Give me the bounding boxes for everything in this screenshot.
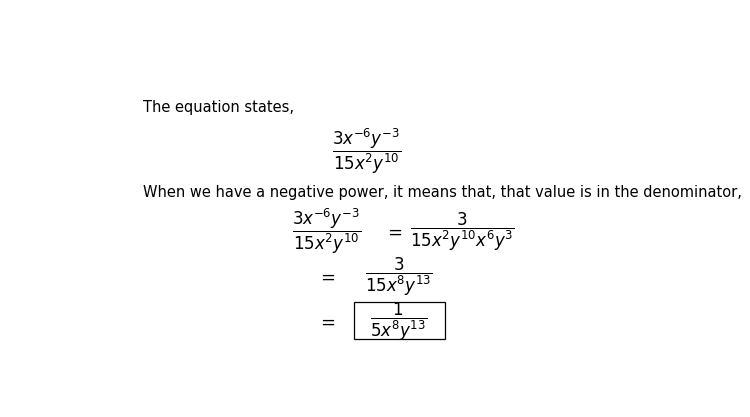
Text: $=$: $=$ — [384, 222, 403, 241]
Text: $\dfrac{3x^{-6}y^{-3}}{15x^{2}y^{10}}$: $\dfrac{3x^{-6}y^{-3}}{15x^{2}y^{10}}$ — [292, 207, 361, 256]
Text: $\dfrac{3x^{-6}y^{-3}}{15x^{2}y^{10}}$: $\dfrac{3x^{-6}y^{-3}}{15x^{2}y^{10}}$ — [332, 126, 401, 176]
Text: $\dfrac{3}{15x^{2}y^{10}x^{6}y^{3}}$: $\dfrac{3}{15x^{2}y^{10}x^{6}y^{3}}$ — [410, 210, 515, 253]
Text: The equation states,: The equation states, — [143, 100, 294, 116]
Text: $\dfrac{3}{15x^{8}y^{13}}$: $\dfrac{3}{15x^{8}y^{13}}$ — [365, 255, 433, 298]
Text: $=$: $=$ — [317, 267, 335, 285]
Text: $\dfrac{1}{5x^{8}y^{13}}$: $\dfrac{1}{5x^{8}y^{13}}$ — [370, 300, 427, 342]
Text: When we have a negative power, it means that, that value is in the denominator,: When we have a negative power, it means … — [143, 186, 742, 201]
Text: $=$: $=$ — [317, 312, 335, 330]
